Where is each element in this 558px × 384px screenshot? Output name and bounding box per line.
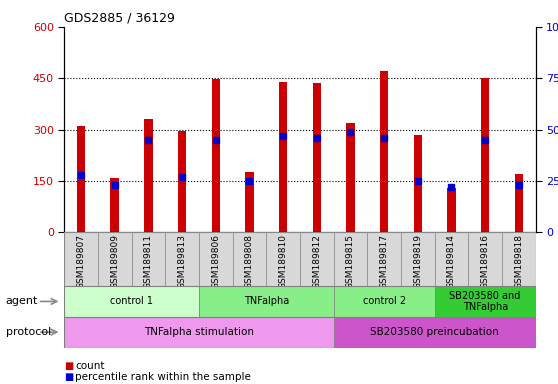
Text: GSM189817: GSM189817 (379, 234, 388, 289)
Text: GSM189806: GSM189806 (211, 234, 220, 289)
Bar (468, 232, 502, 286)
Text: GSM189816: GSM189816 (480, 234, 490, 289)
Bar (413, 135, 422, 232)
Bar (346, 123, 355, 232)
Bar (211, 79, 220, 232)
Text: GSM189810: GSM189810 (278, 234, 287, 289)
Bar (502, 232, 536, 286)
Bar (178, 131, 186, 232)
Text: percentile rank within the sample: percentile rank within the sample (75, 372, 251, 382)
Bar (233, 232, 266, 286)
Bar (312, 83, 321, 232)
Text: GSM189814: GSM189814 (447, 234, 456, 289)
Bar (334, 317, 536, 348)
Text: TNFalpha stimulation: TNFalpha stimulation (144, 327, 254, 337)
Bar (435, 232, 468, 286)
Bar (110, 177, 119, 232)
Text: ■: ■ (64, 372, 74, 382)
Bar (77, 126, 85, 232)
Bar (64, 317, 334, 348)
Text: TNFalpha: TNFalpha (244, 296, 289, 306)
Text: agent: agent (6, 296, 38, 306)
Bar (144, 119, 152, 232)
Bar (481, 78, 489, 232)
Bar (367, 232, 401, 286)
Bar (448, 188, 456, 232)
Text: control 2: control 2 (363, 296, 406, 306)
Bar (334, 232, 367, 286)
Text: GSM189818: GSM189818 (514, 234, 523, 289)
Text: GDS2885 / 36129: GDS2885 / 36129 (64, 12, 175, 25)
Bar (279, 82, 287, 232)
Bar (98, 232, 132, 286)
Bar (245, 172, 254, 232)
Text: GSM189807: GSM189807 (76, 234, 85, 289)
Text: count: count (75, 361, 105, 371)
Text: ■: ■ (64, 361, 74, 371)
Text: control 1: control 1 (110, 296, 153, 306)
Bar (64, 232, 98, 286)
Bar (300, 232, 334, 286)
Text: GSM189813: GSM189813 (177, 234, 186, 289)
Bar (401, 232, 435, 286)
Bar (266, 232, 300, 286)
Bar (132, 232, 165, 286)
Bar (64, 286, 199, 317)
Text: GSM189811: GSM189811 (144, 234, 153, 289)
Text: GSM189815: GSM189815 (346, 234, 355, 289)
Text: SB203580 preincubation: SB203580 preincubation (371, 327, 499, 337)
Text: GSM189812: GSM189812 (312, 234, 321, 289)
Text: GSM189808: GSM189808 (245, 234, 254, 289)
Text: SB203580 and
TNFalpha: SB203580 and TNFalpha (450, 291, 521, 312)
Bar (199, 232, 233, 286)
Bar (435, 286, 536, 317)
Text: GSM189809: GSM189809 (110, 234, 119, 289)
Bar (199, 286, 334, 317)
Text: GSM189819: GSM189819 (413, 234, 422, 289)
Bar (514, 174, 523, 232)
Bar (380, 71, 388, 232)
Bar (334, 286, 435, 317)
Text: protocol: protocol (6, 327, 51, 337)
Bar (165, 232, 199, 286)
